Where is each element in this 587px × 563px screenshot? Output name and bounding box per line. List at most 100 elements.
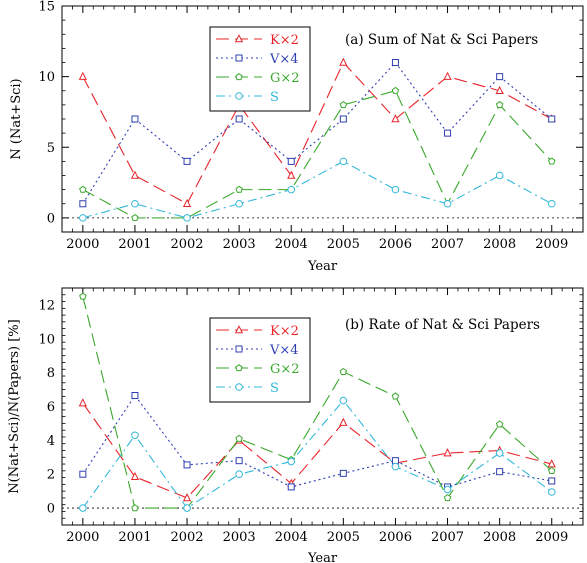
data-point [548,477,556,485]
data-point [183,461,191,469]
data-point [79,200,87,208]
x-tick-label: 2008 [483,530,516,545]
data-point [547,459,556,468]
y-tick-label: 4 [47,434,55,449]
data-point [131,213,139,222]
data-point [443,448,452,457]
y-tick-label: 5 [47,141,55,156]
data-point [235,54,243,62]
data-point [339,367,348,375]
data-point [235,470,243,479]
y-tick-label: 10 [38,332,55,347]
data-point [130,471,140,481]
series-S [79,396,556,512]
x-tick-label: 2004 [275,237,308,252]
legend-label: V×4 [269,343,299,358]
data-point [496,73,504,81]
x-tick-label: 2000 [66,530,99,545]
series-line [82,160,553,219]
data-point [547,488,556,496]
series-V×4 [79,391,556,491]
data-point [235,383,243,391]
data-point [443,71,452,80]
data-point [391,114,400,123]
x-tick-label: 2006 [379,237,412,252]
data-point [79,185,87,193]
x-tick-label: 2002 [170,530,203,545]
data-point [79,504,87,512]
chart-title: (a) Sum of Nat & Sci Papers [345,32,538,48]
y-tick-label: 8 [47,366,55,381]
data-point [287,185,296,194]
x-tick-label: 2004 [275,530,308,545]
series-V×4 [79,59,556,208]
data-point [548,466,556,474]
data-point [495,85,504,95]
data-point [495,449,504,457]
series-S [79,157,556,222]
data-point [235,115,243,123]
x-tick-label: 2003 [223,530,256,545]
data-point [443,485,452,494]
chart-title: (b) Rate of Nat & Sci Papers [345,317,540,333]
series-line [82,61,553,205]
data-point [391,462,400,471]
x-tick-label: 2003 [223,237,256,252]
data-point [495,171,504,180]
data-point [182,198,192,208]
x-tick-label: 2001 [118,530,151,545]
data-point [234,325,244,334]
data-point [339,100,348,109]
x-tick-label: 2005 [327,530,360,545]
legend-box [209,317,311,403]
data-point [235,364,243,372]
x-tick-label: 2002 [170,237,203,252]
y-tick-label: 10 [38,70,55,85]
y-axis-label: N (Nat+Sci) [9,78,24,159]
series-line [82,394,552,488]
legend-label: S [270,381,279,396]
y-tick-label: 12 [38,298,55,313]
data-point [391,185,400,194]
x-tick-label: 2000 [66,237,99,252]
data-point [339,57,348,66]
x-tick-label: 2007 [431,237,464,252]
data-point [287,457,296,466]
data-point [496,468,504,476]
data-point [548,115,556,123]
data-point [547,199,556,208]
data-point [339,469,347,477]
data-point [339,157,348,166]
data-point [183,157,191,165]
data-point [287,170,296,179]
series-K×2 [78,398,556,502]
y-axis-label: N(Nat+Sci)/N(Papers) [%] [7,319,22,493]
data-point [182,492,192,502]
data-point [78,71,87,80]
x-tick-label: 2006 [379,530,412,545]
data-point [79,214,87,222]
legend-label: S [270,90,279,105]
data-point [391,86,400,94]
x-tick-label: 2007 [431,530,464,545]
data-point [235,199,243,208]
data-point [131,115,139,123]
x-tick-label: 2001 [118,237,151,252]
chart-panel: 2000 2001 2002 2003 2004 2005 2006 2007 2008 2009… [9,0,584,274]
series-line [82,90,553,219]
y-tick-label: 15 [38,0,55,15]
data-point [131,431,139,440]
y-tick-label: 6 [47,400,55,415]
data-point [131,391,139,399]
x-axis-label: Year [307,551,338,563]
x-tick-label: 2009 [535,237,568,252]
series-line [82,296,553,509]
legend-box [209,26,311,112]
data-point [339,417,348,426]
data-point [339,396,348,405]
data-point [235,434,243,442]
series-K×2 [78,57,556,208]
data-point [235,92,243,100]
series-G×2 [79,86,556,222]
legend-label: G×2 [270,71,300,86]
